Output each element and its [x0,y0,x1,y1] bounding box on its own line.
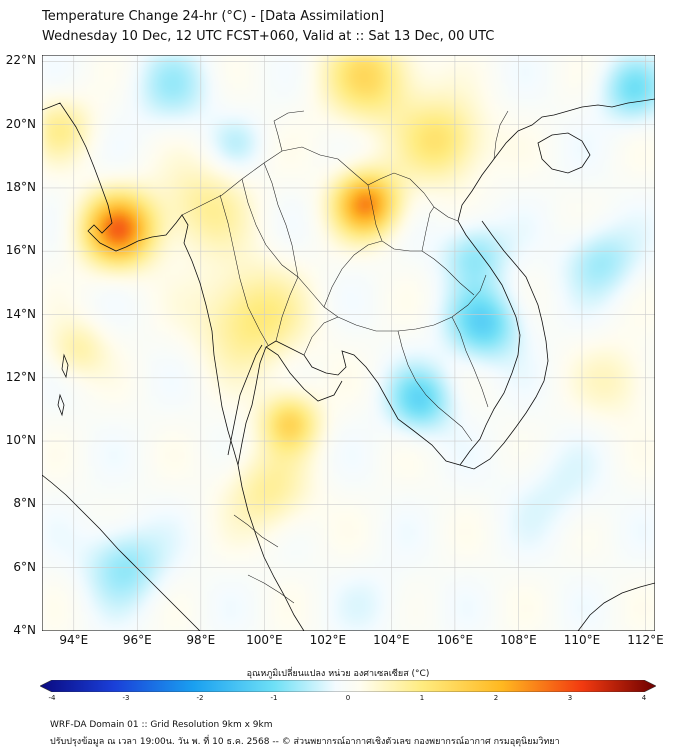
colorbar-tick-label: -2 [196,694,204,702]
temperature-field [42,55,655,631]
temperature-change-map [42,55,655,631]
latitude-label: 14°N [5,306,36,321]
graticule [42,55,655,631]
footer-update-info: ปรับปรุงข้อมูล ณ เวลา 19:00น. วัน พ. ที่… [50,737,560,747]
footer-model-info: WRF-DA Domain 01 :: Grid Resolution 9km … [50,720,273,730]
colorbar-tick-label: 4 [641,694,647,702]
longitude-label: 108°E [500,633,537,647]
longitude-label: 96°E [122,633,152,647]
colorbar-tick-label: 1 [419,694,425,702]
latitude-label: 18°N [5,179,36,194]
longitude-label: 104°E [373,633,410,647]
colorbar-tick-label: -4 [48,694,56,702]
longitude-label: 98°E [186,633,216,647]
latitude-label: 4°N [13,623,36,637]
coastlines [42,98,655,631]
latitude-label: 12°N [5,369,36,384]
colorbar-tick-label: 2 [493,694,499,702]
longitude-label: 94°E [59,633,89,647]
colorbar-title: อุณหภูมิเปลี่ยนแปลง หน่วย องศาเซลเซียส (… [246,669,430,679]
colorbar-tick-label: -3 [122,694,130,702]
colorbar-tick-label: 3 [567,694,573,702]
longitude-label: 112°E [627,633,664,647]
longitude-label: 106°E [436,633,474,647]
latitude-label: 6°N [13,559,36,574]
latitude-label: 8°N [13,496,36,511]
latitude-label: 10°N [5,433,36,448]
colorbar [40,680,656,692]
colorbar-tick-label: -1 [270,694,278,702]
longitude-label: 102°E [309,633,347,647]
longitude-label: 100°E [246,633,283,647]
latitude-label: 16°N [5,243,36,258]
chart-subtitle: Wednesday 10 Dec, 12 UTC FCST+060, Valid… [42,29,495,44]
latitude-label: 20°N [5,116,36,131]
longitude-label: 110°E [563,633,601,647]
admin-borders [181,110,509,604]
colorbar-tick-label: 0 [345,694,351,702]
latitude-label: 22°N [5,53,36,68]
chart-title: Temperature Change 24-hr (°C) - [Data As… [42,9,385,24]
